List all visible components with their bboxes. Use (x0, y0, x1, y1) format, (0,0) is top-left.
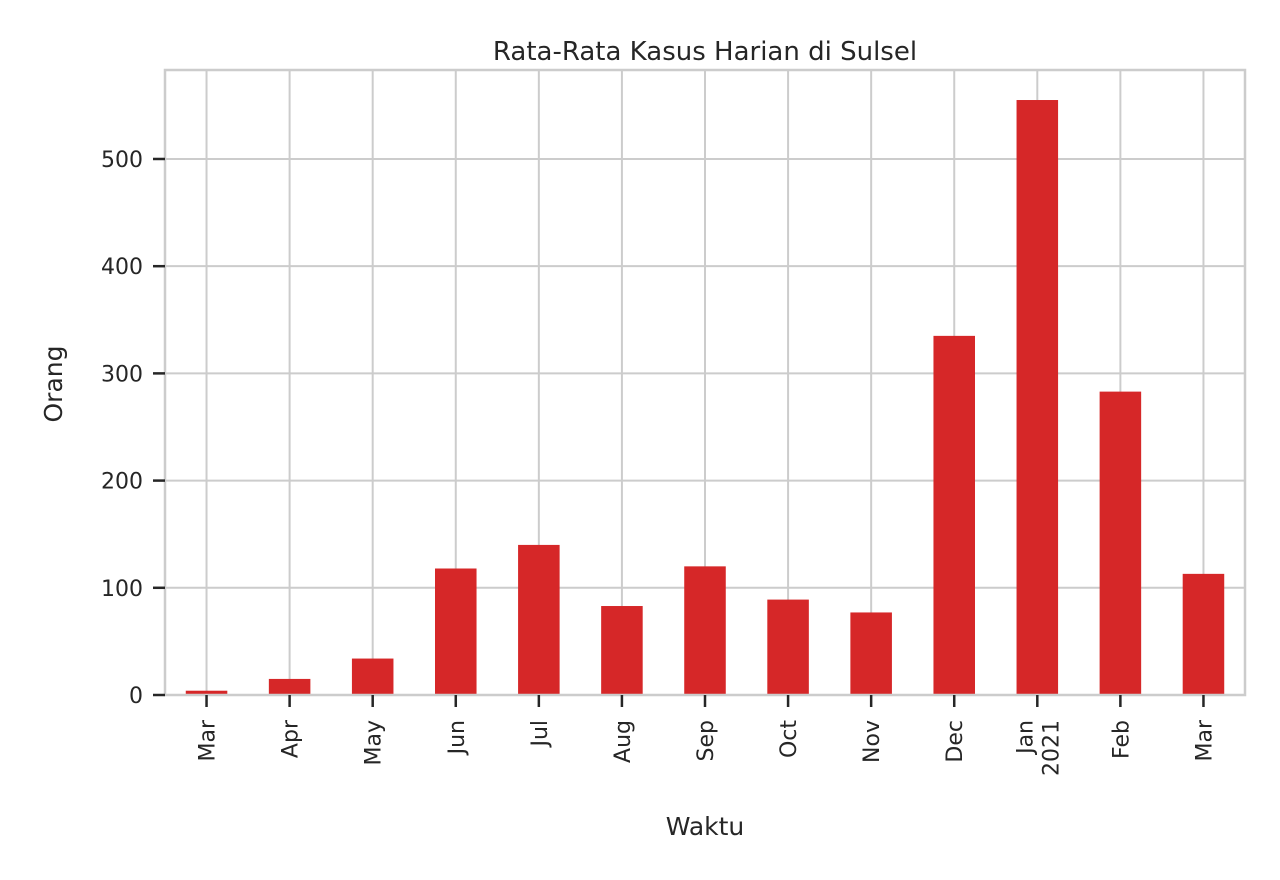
y-tick-label: 500 (101, 148, 143, 173)
x-tick-label: Oct (777, 720, 802, 758)
x-tick-label: Sep (694, 720, 719, 761)
bar (1016, 100, 1059, 695)
bar (351, 658, 394, 695)
grid-lines (165, 70, 1245, 696)
x-tick-label-line: Aug (611, 720, 636, 763)
x-tick-label-line: Mar (1192, 719, 1217, 761)
y-tick-label: 100 (101, 577, 143, 602)
x-tick-label-line: Mar (196, 719, 221, 761)
x-tick-label: Aug (611, 720, 636, 763)
x-tick-label-line: Jun (445, 720, 470, 756)
bar (435, 568, 477, 695)
bar (850, 612, 892, 695)
y-tick-label: 200 (101, 470, 143, 495)
x-tick-label-line: Sep (694, 720, 719, 761)
x-tick-label: Mar (196, 719, 221, 761)
x-tick-label: Feb (1109, 720, 1134, 759)
x-tick-label: Jun (445, 720, 470, 756)
x-tick-label: Jul (528, 720, 553, 749)
x-tick-label: Apr (279, 719, 304, 758)
bar (767, 599, 809, 695)
x-tick-label: Jan 2021 (1013, 720, 1064, 776)
x-tick-label: Nov (860, 720, 885, 763)
bar (1099, 391, 1142, 695)
x-tick-label-line: 2021 (1039, 720, 1064, 776)
x-tick-label-line: Oct (777, 720, 802, 758)
x-tick-label-line: Jan (1013, 720, 1038, 756)
bar (185, 690, 228, 695)
x-tick-label-line: Feb (1109, 720, 1134, 759)
x-tick-label-line: Nov (860, 720, 885, 763)
y-tick-label: 400 (101, 255, 143, 280)
x-tick-label: Dec (943, 720, 968, 763)
x-tick-label: May (362, 720, 387, 765)
x-tick-label: Mar (1192, 719, 1217, 761)
x-axis-ticks: Mar Apr May Jun Jul Aug Sep Oct Nov Dec Jan 2021 Feb… (196, 695, 1217, 776)
x-tick-label-line: Apr (279, 719, 304, 758)
y-tick-label: 300 (101, 362, 143, 387)
chart-title: Rata-Rata Kasus Harian di Sulsel (493, 37, 917, 67)
x-axis-label: Waktu (666, 812, 745, 841)
x-tick-label-line: May (362, 720, 387, 765)
x-tick-label-line: Dec (943, 720, 968, 763)
bar (933, 335, 975, 695)
y-axis-label: Orang (39, 346, 68, 423)
bar (268, 678, 311, 695)
x-tick-label-line: Jul (528, 720, 553, 749)
bar (684, 566, 726, 695)
y-axis-ticks: 0 100 200 300 400 500 (101, 148, 165, 709)
bar (1182, 573, 1225, 695)
y-tick-label: 0 (129, 684, 143, 709)
bar (518, 544, 560, 695)
bars (185, 100, 1225, 695)
bar (601, 606, 643, 695)
